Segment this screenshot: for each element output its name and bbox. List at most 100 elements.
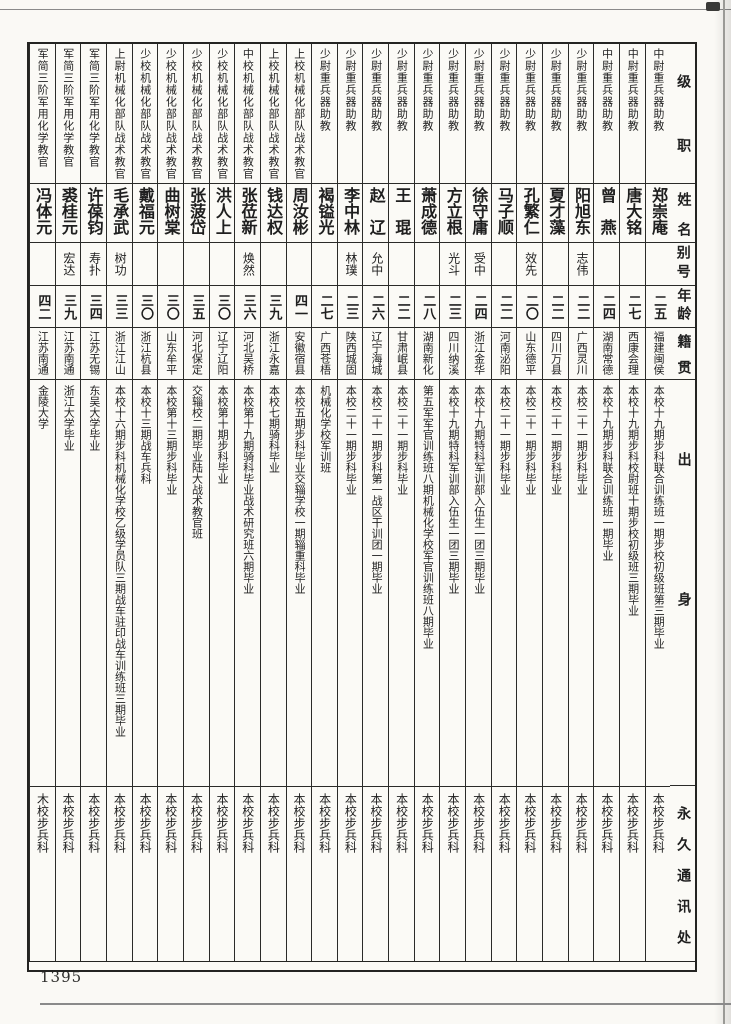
rank-cell: 少尉重兵器助教	[389, 44, 414, 184]
origin-cell: 本校第十三期步科毕业	[158, 380, 183, 787]
origin-cell: 本校五期步科毕业交辎学校一期辎重科毕业	[286, 380, 312, 787]
page-bottom-edge	[40, 1003, 731, 1005]
header-column: 级职 姓名 别号 年龄 籍贯 出身 永久通讯处	[670, 44, 695, 961]
page-right-shade	[714, 0, 731, 1024]
person-column: 少尉重兵器助教 李中林 林璞 二三 陕西城固 本校二十一期步科毕业 本校步兵科	[336, 44, 363, 961]
age-cell: 三九	[55, 286, 81, 328]
origin-cell: 本校二十一期步科第一战区干训团一期毕业	[363, 380, 389, 787]
name-cell: 洪人上	[209, 184, 235, 243]
header-native-place: 籍贯	[670, 328, 695, 380]
roster-table: 级职 姓名 别号 年龄 籍贯 出身 永久通讯处 中尉重兵器助教 郑崇庵 二五 福…	[27, 42, 697, 972]
name-cell: 毛承武	[106, 184, 132, 243]
native-place-cell: 陕西城固	[337, 328, 363, 380]
native-place-cell: 浙江永嘉	[260, 328, 286, 380]
rank-cell: 少校机械化部队战术教官	[158, 44, 183, 184]
native-place-cell: 河南泌阳	[491, 328, 517, 380]
alias-cell: 允中	[363, 243, 389, 286]
address-cell: 本校步兵科	[215, 793, 230, 853]
person-column: 少尉重兵器助教 褐镒光 二七 广西苍梧 机械化学校军训班 本校步兵科	[311, 44, 337, 961]
native-place-cell: 湖南新化	[414, 328, 440, 380]
origin-cell: 本校二十一期步科毕业	[491, 380, 517, 787]
rank-cell: 中尉重兵器助教	[594, 44, 620, 184]
address-cell: 本校步兵科	[292, 793, 307, 853]
alias-cell	[209, 243, 235, 286]
alias-cell	[414, 243, 440, 286]
rank-cell: 少尉重兵器助教	[414, 44, 440, 184]
page-right-edge	[723, 0, 725, 1024]
origin-cell: 本校十九期特科军训部入伍生一团三期毕业	[440, 380, 466, 787]
age-cell: 二六	[363, 286, 389, 328]
person-column: 少校机械化部队战术教官 张菠岱 三五 河北保定 交辎校二期毕业陆大战术教官班 本…	[182, 44, 209, 961]
origin-cell: 机械化学校军训班	[312, 380, 337, 787]
origin-cell: 本校十六期步科机械化学校乙级学员队三期战车驻印战车训练班三期毕业	[106, 380, 132, 787]
address-cell: 本校步兵科	[574, 793, 589, 853]
age-cell: 三四	[81, 286, 106, 328]
native-place-cell: 安徽宿县	[286, 328, 312, 380]
person-column: 少尉重兵器助教 徐守庸 受中 二四 浙江金华 本校十九期特科军训部入伍生一团三期…	[465, 44, 491, 961]
person-column: 军简三阶军用化学教官 许葆钧 寿扑 三四 江苏无锡 东吴大学毕业 本校步兵科	[80, 44, 106, 961]
age-cell: 二二	[543, 286, 568, 328]
origin-cell: 本校二十一期步科毕业	[337, 380, 363, 787]
name-cell: 张菠岱	[183, 184, 209, 243]
age-cell: 三〇	[209, 286, 235, 328]
age-cell: 四一	[286, 286, 312, 328]
native-place-cell: 河北吴桥	[235, 328, 260, 380]
header-age: 年龄	[670, 286, 695, 328]
native-place-cell: 西康会理	[620, 328, 645, 380]
age-cell: 二七	[312, 286, 337, 328]
person-column: 少尉重兵器助教 方立根 光斗 二三 四川纳溪 本校十九期特科军训部入伍生一团三期…	[439, 44, 466, 961]
native-place-cell: 江苏南通	[55, 328, 81, 380]
alias-cell	[645, 243, 671, 286]
address-cell: 本校步兵科	[86, 793, 101, 853]
name-cell: 裘桂元	[55, 184, 81, 243]
native-place-cell: 四川纳溪	[440, 328, 466, 380]
rank-cell: 少尉重兵器助教	[312, 44, 337, 184]
age-cell: 二三	[337, 286, 363, 328]
age-cell: 二五	[645, 286, 671, 328]
alias-cell: 林璞	[337, 243, 363, 286]
address-cell: 本校步兵科	[317, 793, 332, 853]
name-cell: 李中林	[337, 184, 363, 243]
address-cell: 本校步兵科	[61, 793, 76, 853]
name-cell: 郑崇庵	[645, 184, 671, 243]
address-cell: 本校步兵科	[266, 793, 281, 853]
address-cell: 本校步兵科	[625, 793, 640, 853]
address-cell: 本校步兵科	[240, 793, 255, 853]
alias-cell: 树功	[106, 243, 132, 286]
native-place-cell: 四川万县	[543, 328, 568, 380]
age-cell: 三〇	[158, 286, 183, 328]
person-column: 少尉重兵器助教 王 琨 二二 甘肃岷县 本校二十一期步科毕业 本校步兵科	[388, 44, 414, 961]
address-cell: 木校步兵科	[35, 793, 50, 853]
page-number: 1395	[40, 968, 83, 986]
rank-cell: 少尉重兵器助教	[363, 44, 389, 184]
origin-cell: 东吴大学毕业	[81, 380, 106, 787]
rank-cell: 少尉重兵器助教	[337, 44, 363, 184]
origin-cell: 本校十九期步科联合训练班一期毕业	[594, 380, 620, 787]
address-cell: 本校步兵科	[138, 793, 153, 853]
page-top-edge	[0, 9, 731, 10]
alias-cell	[260, 243, 286, 286]
native-place-cell: 湖南常德	[594, 328, 620, 380]
native-place-cell: 江苏南通	[29, 328, 55, 380]
header-alias: 别号	[670, 243, 695, 286]
person-column: 上校机械化部队战术教官 周汝彬 四一 安徽宿县 本校五期步科毕业交辎学校一期辎重…	[285, 44, 312, 961]
person-column: 军简三阶军用化学教官 裘桂元 宏达 三九 江苏南通 浙江大学毕业 本校步兵科	[54, 44, 81, 961]
person-column: 少尉重兵器助教 阳旭东 志伟 二二 广西灵川 本校二十一期步科毕业 本校步兵科	[567, 44, 594, 961]
origin-cell: 本校二十一期步科毕业	[568, 380, 594, 787]
person-column: 上校机械化部队战术教官 钱达权 三九 浙江永嘉 本校七期骑科毕业 本校步兵科	[259, 44, 286, 961]
name-cell: 许葆钧	[81, 184, 106, 243]
alias-cell: 受中	[466, 243, 491, 286]
address-cell: 本校步兵科	[445, 793, 460, 853]
native-place-cell: 辽宁海城	[363, 328, 389, 380]
rank-cell: 少尉重兵器助教	[491, 44, 517, 184]
alias-cell	[183, 243, 209, 286]
header-name: 姓名	[670, 184, 695, 243]
origin-cell: 本校二十一期步科毕业	[517, 380, 543, 787]
alias-cell	[594, 243, 620, 286]
person-column: 少尉重兵器助教 夏才藻 二二 四川万县 本校二十一期步科毕业 本校步兵科	[542, 44, 568, 961]
native-place-cell: 江苏无锡	[81, 328, 106, 380]
origin-cell: 本校十九期步科联合训练班一期步校初级班第三期毕业	[645, 380, 671, 787]
page-corner-mark	[706, 2, 720, 11]
rank-cell: 少校机械化部队战术教官	[183, 44, 209, 184]
alias-cell: 光斗	[440, 243, 466, 286]
